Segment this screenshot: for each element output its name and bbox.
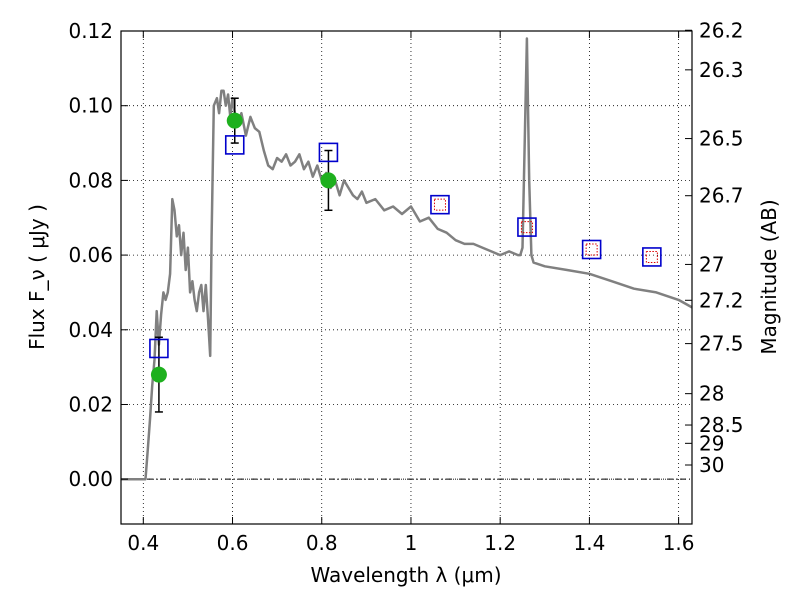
model-flux-square bbox=[642, 247, 662, 267]
mag-tick-label: 27 bbox=[699, 252, 724, 276]
y-tick-label: 0.04 bbox=[68, 318, 113, 342]
limit-flux-square bbox=[520, 221, 533, 234]
x-tick-label: 0.8 bbox=[306, 531, 338, 555]
mag-tick-label: 26.3 bbox=[699, 58, 744, 82]
model-flux-square bbox=[318, 142, 339, 163]
measured-flux-point bbox=[226, 112, 243, 129]
x-tick-label: 1 bbox=[405, 531, 418, 555]
mag-tick-label: 27.5 bbox=[699, 332, 744, 356]
x-tick-label: 1.6 bbox=[663, 531, 695, 555]
limit-flux-square bbox=[433, 198, 446, 211]
mag-tick-label: 29 bbox=[699, 431, 724, 455]
y-tick-label: 0.06 bbox=[68, 243, 113, 267]
x-tick-label: 1.2 bbox=[484, 531, 516, 555]
plot-background bbox=[121, 31, 692, 524]
mag-tick-label: 27.2 bbox=[699, 288, 744, 312]
model-flux-square bbox=[149, 338, 169, 359]
limit-flux-square bbox=[585, 243, 598, 256]
y-axis-label: Flux F_ν ( μJy ) bbox=[25, 204, 49, 350]
measured-flux-point bbox=[150, 366, 167, 383]
photometry-markers bbox=[149, 97, 662, 413]
x-tick-label: 0.6 bbox=[217, 531, 249, 555]
limit-flux-square bbox=[645, 250, 658, 263]
measured-flux-point bbox=[320, 172, 337, 189]
model-flux-square bbox=[517, 217, 537, 237]
y-tick-label: 0.08 bbox=[68, 168, 113, 192]
y-tick-label: 0.02 bbox=[68, 392, 113, 416]
x-tick-label: 0.4 bbox=[127, 531, 159, 555]
model-flux-square bbox=[224, 135, 245, 155]
mag-tick-label: 26.2 bbox=[699, 18, 744, 42]
mag-tick-label: 26.5 bbox=[699, 127, 744, 151]
plot-frame bbox=[120, 30, 693, 525]
spectrum-polyline bbox=[121, 37, 693, 481]
model-flux-square bbox=[430, 194, 450, 215]
spectrum-line bbox=[121, 37, 693, 481]
mag-tick-label: 28 bbox=[699, 382, 724, 406]
mag-tick-label: 26.7 bbox=[699, 184, 744, 208]
mag-tick-label: 30 bbox=[699, 453, 724, 477]
y-tick-label: 0.10 bbox=[68, 94, 113, 118]
y-tick-label: 0.12 bbox=[68, 19, 113, 43]
x-tick-label: 1.4 bbox=[573, 531, 605, 555]
y2-axis-label: Magnitude (AB) bbox=[757, 199, 781, 354]
axis-ticks: 0.4 0.6 0.8 1 1.2 1.4 1.6 0.00 0.02 0.04 0.06 0.08 0… bbox=[68, 18, 743, 555]
x-axis-label: Wavelength λ (μm) bbox=[310, 563, 501, 587]
model-flux-square bbox=[581, 239, 602, 260]
mag-tick-label: 28.5 bbox=[699, 413, 744, 437]
y-tick-label: 0.00 bbox=[68, 467, 113, 491]
